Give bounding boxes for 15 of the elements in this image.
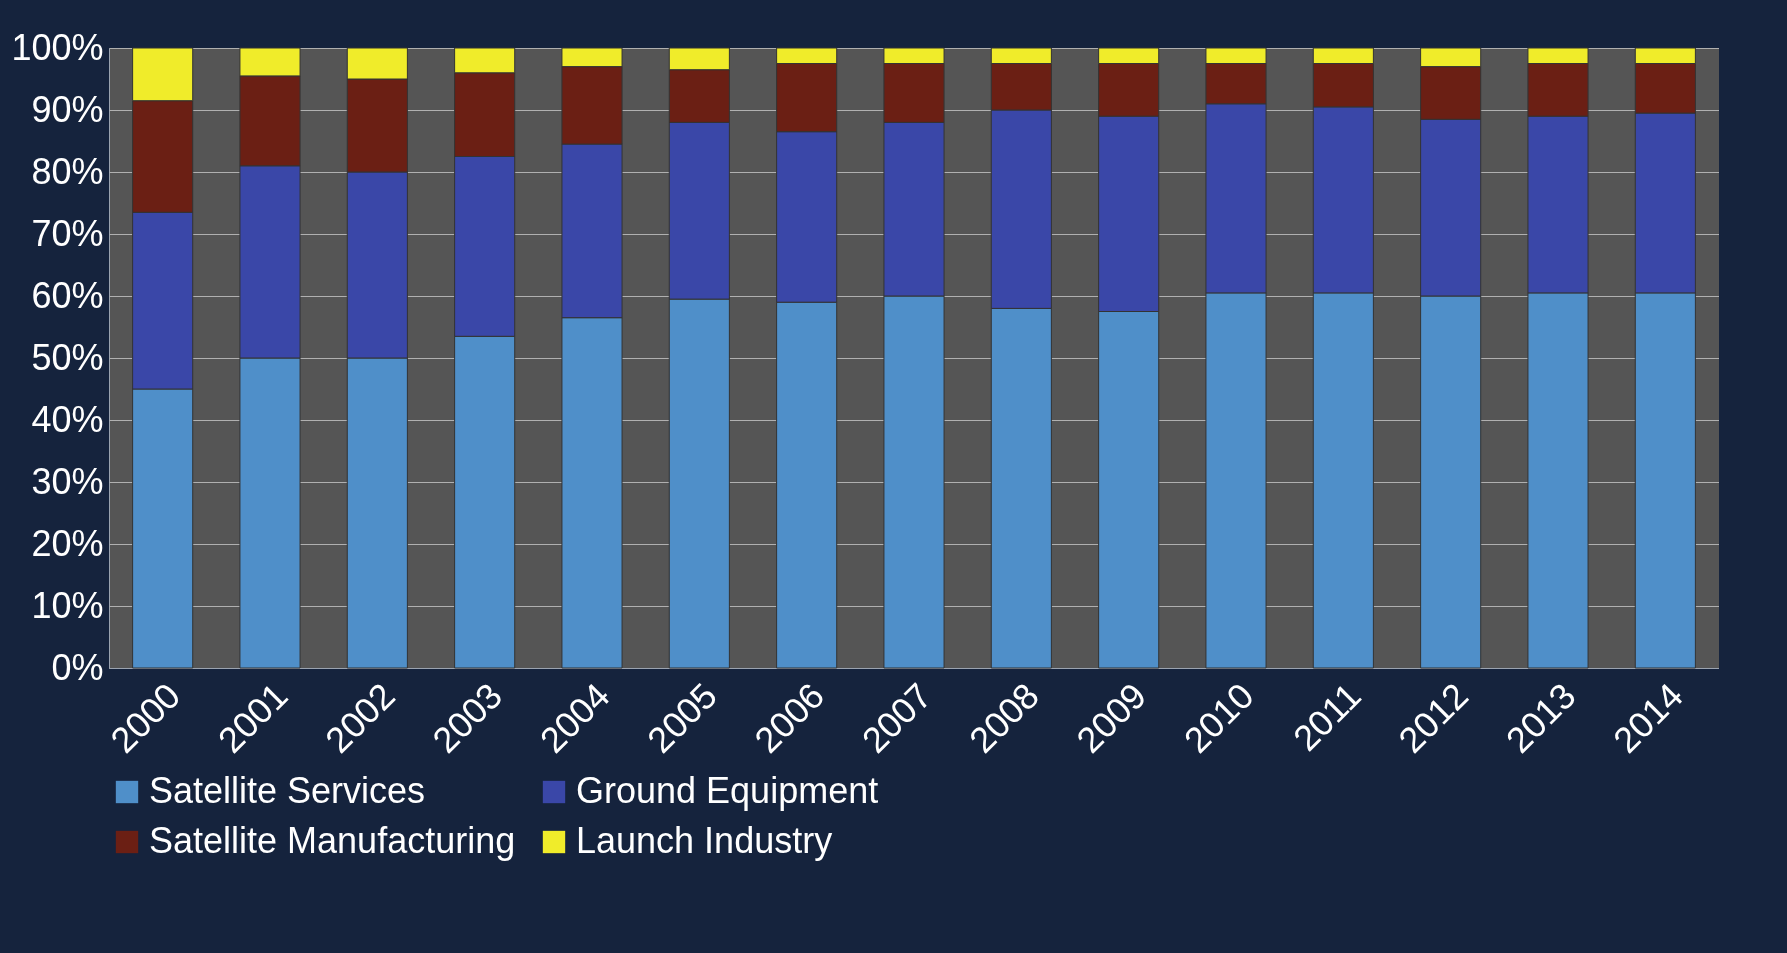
y-tick-label: 60% [31,274,104,316]
y-tick-label: 40% [31,398,104,440]
y-tick-label: 80% [31,150,104,192]
legend-label: Ground Equipment [576,770,879,811]
legend-label: Launch Industry [576,820,833,861]
y-tick-label: 10% [31,584,104,626]
legend-label: Satellite Manufacturing [149,820,516,861]
y-tick-label: 30% [31,460,104,502]
legend-label: Satellite Services [149,770,426,811]
y-tick-label: 100% [11,26,104,68]
y-tick-label: 90% [31,88,104,130]
y-tick-label: 70% [31,212,104,254]
y-tick-label: 0% [51,646,104,688]
y-tick-label: 50% [31,336,104,378]
y-tick-label: 20% [31,522,104,564]
